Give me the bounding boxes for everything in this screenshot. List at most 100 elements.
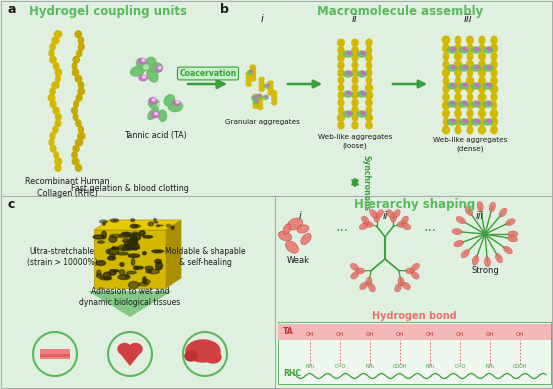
Ellipse shape bbox=[72, 158, 79, 165]
Ellipse shape bbox=[288, 218, 302, 230]
Ellipse shape bbox=[467, 53, 473, 60]
Ellipse shape bbox=[455, 53, 462, 60]
Ellipse shape bbox=[131, 242, 139, 250]
Ellipse shape bbox=[352, 69, 358, 76]
Ellipse shape bbox=[258, 106, 263, 109]
Ellipse shape bbox=[124, 241, 131, 247]
Ellipse shape bbox=[48, 95, 55, 101]
Text: Granular aggregates: Granular aggregates bbox=[225, 119, 299, 125]
Text: Strong: Strong bbox=[471, 266, 499, 275]
Text: COOH: COOH bbox=[393, 364, 408, 370]
Ellipse shape bbox=[444, 53, 448, 60]
Ellipse shape bbox=[460, 47, 468, 53]
Ellipse shape bbox=[405, 268, 414, 274]
Ellipse shape bbox=[443, 93, 449, 101]
Text: Moldable & shapable
& self-healing: Moldable & shapable & self-healing bbox=[165, 247, 246, 267]
Ellipse shape bbox=[338, 47, 344, 54]
Ellipse shape bbox=[79, 82, 84, 88]
Ellipse shape bbox=[443, 110, 449, 117]
Ellipse shape bbox=[472, 47, 481, 53]
Ellipse shape bbox=[366, 99, 372, 106]
Ellipse shape bbox=[171, 226, 174, 230]
Ellipse shape bbox=[246, 79, 251, 83]
Ellipse shape bbox=[451, 102, 455, 105]
Text: ···: ··· bbox=[424, 224, 436, 238]
Ellipse shape bbox=[455, 61, 462, 68]
Ellipse shape bbox=[338, 99, 344, 106]
Ellipse shape bbox=[479, 44, 484, 52]
Ellipse shape bbox=[475, 84, 479, 86]
Ellipse shape bbox=[479, 61, 486, 68]
Ellipse shape bbox=[455, 110, 461, 117]
Ellipse shape bbox=[351, 272, 359, 279]
Ellipse shape bbox=[259, 88, 264, 91]
Ellipse shape bbox=[127, 271, 136, 274]
Ellipse shape bbox=[50, 145, 56, 152]
Ellipse shape bbox=[50, 101, 56, 107]
Ellipse shape bbox=[343, 91, 352, 97]
Ellipse shape bbox=[357, 91, 367, 97]
Ellipse shape bbox=[153, 250, 163, 253]
Ellipse shape bbox=[246, 72, 251, 76]
Bar bbox=[278, 322, 551, 384]
Ellipse shape bbox=[444, 77, 448, 85]
Ellipse shape bbox=[129, 237, 138, 245]
Ellipse shape bbox=[135, 266, 143, 269]
Ellipse shape bbox=[475, 119, 479, 123]
Ellipse shape bbox=[272, 94, 276, 98]
Ellipse shape bbox=[472, 83, 481, 89]
Ellipse shape bbox=[347, 112, 351, 114]
Ellipse shape bbox=[491, 118, 498, 126]
Ellipse shape bbox=[166, 224, 171, 227]
Ellipse shape bbox=[352, 107, 358, 114]
Text: NH₂: NH₂ bbox=[366, 364, 375, 370]
Ellipse shape bbox=[143, 277, 146, 283]
Ellipse shape bbox=[491, 85, 498, 93]
Ellipse shape bbox=[338, 62, 344, 69]
Ellipse shape bbox=[356, 268, 364, 274]
Ellipse shape bbox=[467, 102, 473, 109]
Ellipse shape bbox=[390, 213, 397, 222]
Ellipse shape bbox=[265, 95, 268, 97]
Ellipse shape bbox=[402, 223, 411, 230]
Ellipse shape bbox=[52, 37, 59, 44]
Ellipse shape bbox=[364, 221, 373, 227]
Ellipse shape bbox=[52, 82, 59, 88]
Ellipse shape bbox=[461, 250, 469, 258]
Ellipse shape bbox=[98, 241, 105, 243]
Ellipse shape bbox=[112, 247, 116, 249]
Ellipse shape bbox=[359, 282, 368, 290]
Ellipse shape bbox=[108, 256, 116, 260]
Ellipse shape bbox=[152, 250, 164, 252]
Ellipse shape bbox=[463, 47, 467, 51]
Ellipse shape bbox=[352, 114, 358, 121]
Ellipse shape bbox=[483, 47, 493, 53]
Ellipse shape bbox=[467, 126, 473, 134]
Ellipse shape bbox=[352, 77, 358, 84]
Ellipse shape bbox=[149, 269, 159, 274]
Ellipse shape bbox=[137, 58, 148, 71]
Ellipse shape bbox=[491, 93, 497, 101]
Ellipse shape bbox=[142, 59, 145, 61]
Ellipse shape bbox=[75, 165, 82, 171]
Ellipse shape bbox=[483, 101, 493, 107]
Ellipse shape bbox=[403, 282, 410, 290]
Ellipse shape bbox=[268, 88, 273, 91]
Ellipse shape bbox=[71, 107, 77, 114]
Ellipse shape bbox=[467, 93, 472, 101]
Text: NH₂: NH₂ bbox=[486, 364, 495, 370]
Ellipse shape bbox=[154, 112, 158, 115]
Ellipse shape bbox=[118, 245, 129, 251]
Ellipse shape bbox=[491, 110, 498, 117]
Ellipse shape bbox=[186, 340, 220, 362]
Ellipse shape bbox=[155, 262, 163, 270]
Ellipse shape bbox=[73, 114, 78, 120]
Ellipse shape bbox=[149, 98, 156, 104]
Ellipse shape bbox=[272, 91, 276, 94]
Ellipse shape bbox=[487, 65, 491, 68]
Ellipse shape bbox=[143, 280, 150, 284]
Ellipse shape bbox=[361, 91, 365, 95]
Bar bbox=[94, 230, 166, 288]
Ellipse shape bbox=[475, 65, 479, 68]
Ellipse shape bbox=[247, 70, 253, 74]
